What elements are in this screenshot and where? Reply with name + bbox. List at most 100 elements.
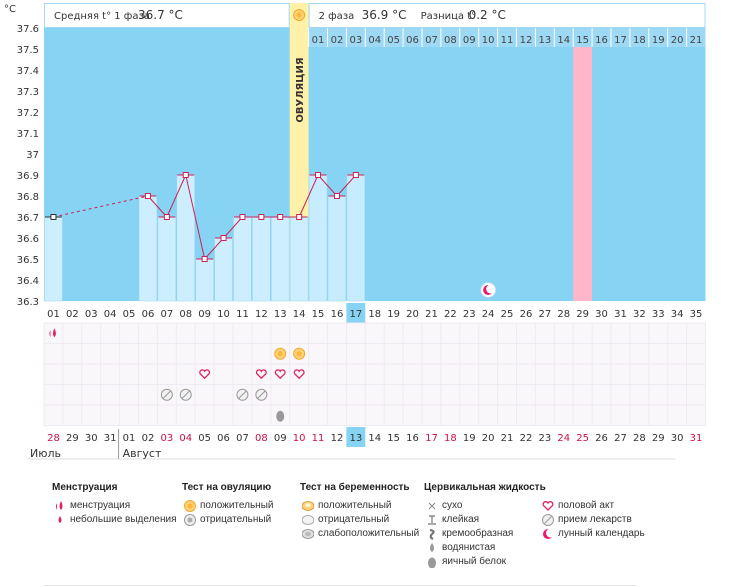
cycle-day-label: 30 <box>595 309 608 320</box>
legend-item-label: клейкая <box>442 514 480 525</box>
date-label: 21 <box>501 433 514 444</box>
legend-group: Цервикальная жидкость сухо клейкая кремообр… <box>424 482 546 569</box>
date-label: 25 <box>576 433 589 444</box>
temperature-line-segment <box>223 216 243 239</box>
cycle-day-label: 09 <box>198 309 211 320</box>
predicted-column <box>573 28 593 301</box>
cycle-day-label: 22 <box>444 309 457 320</box>
legend-item: половой акт <box>540 499 645 513</box>
phase2-day-label: 03 <box>349 35 362 46</box>
phase1-value: 36.7 °C <box>138 8 183 22</box>
temperature-line-segment <box>185 174 206 260</box>
cycle-day-label: 18 <box>368 309 381 320</box>
phase1-header-box <box>44 3 290 28</box>
phase2-day-label: 14 <box>557 35 570 46</box>
cycle-day-label: 03 <box>85 309 98 320</box>
pregnancy-negative-icon <box>302 515 314 525</box>
spotting-icon <box>58 516 62 523</box>
cycle-day-label: 06 <box>142 309 155 320</box>
drop-icon <box>276 410 285 422</box>
date-label: 30 <box>671 433 684 444</box>
date-label: 20 <box>482 433 495 444</box>
cycle-day-label: 11 <box>236 309 249 320</box>
temperature-point <box>182 172 189 178</box>
pregnancy-positive-icon <box>302 500 314 512</box>
moon-icon <box>480 282 496 298</box>
phase2-day-label: 12 <box>520 35 533 46</box>
date-label: 22 <box>520 433 533 444</box>
diff-value: 0.2 °C <box>469 8 506 22</box>
legend-item-label: сухо <box>442 500 463 511</box>
phase2-value: 36.9 °C <box>362 8 407 22</box>
legend-item: слабоположительный <box>300 527 419 541</box>
phase2-day-label: 18 <box>633 35 646 46</box>
phase2-day-label: 17 <box>614 35 627 46</box>
phase2-day-label: 21 <box>690 35 703 46</box>
legend-item-label: положительный <box>200 500 274 511</box>
legend-item: прием лекарств <box>540 513 645 527</box>
y-tick-label: 37.2 <box>17 108 39 119</box>
date-label: 09 <box>274 433 287 444</box>
y-tick-label: 36.4 <box>17 276 39 287</box>
legend-item: положительный <box>300 499 419 513</box>
highlight-day-cell <box>346 303 366 323</box>
y-tick-label: 36.5 <box>17 255 39 266</box>
cycle-day-label: 35 <box>690 309 703 320</box>
legend-group: Менструация менструация небольшие выделени… <box>52 482 177 527</box>
phase2-day-label: 13 <box>538 35 551 46</box>
legend-group: Тест на беременность положительный отрицат… <box>300 482 419 541</box>
cycle-day-label: 02 <box>66 309 79 320</box>
temperature-point <box>50 214 57 220</box>
dry-icon <box>426 500 438 512</box>
eggwhite-icon <box>428 557 436 568</box>
legend-item-label: прием лекарств <box>558 514 632 525</box>
cycle-day-label: 34 <box>671 309 684 320</box>
legend-item: сухо <box>424 499 546 513</box>
cycle-day-label: 23 <box>463 309 476 320</box>
legend-item: отрицательный <box>300 513 419 527</box>
cycle-day-label: 04 <box>104 309 117 320</box>
phase2-day-label: 11 <box>501 35 514 46</box>
legend-group-title <box>540 482 645 493</box>
temperature-point <box>201 256 208 262</box>
pill-icon <box>179 388 192 401</box>
y-tick-label: 37.3 <box>17 87 39 98</box>
legend-item-label: отрицательный <box>318 514 390 525</box>
date-label: 27 <box>614 433 627 444</box>
y-tick-label: 36.7 <box>17 213 39 224</box>
legend-group-title: Тест на овуляцию <box>182 482 272 493</box>
legend-divider <box>44 585 636 586</box>
cycle-day-label: 26 <box>520 309 533 320</box>
phase2-day-label: 06 <box>406 35 419 46</box>
phase2-label: 2 фаза <box>319 11 355 22</box>
highlight-date-cell <box>346 427 366 447</box>
pregnancy-weak-icon <box>302 528 314 540</box>
ovulation-label: ОВУЛЯЦИЯ <box>295 57 306 122</box>
heart-icon <box>542 501 554 511</box>
temperature-bar <box>195 258 214 302</box>
legend-item-label: отрицательный <box>200 514 272 525</box>
date-label: 04 <box>179 433 192 444</box>
y-tick-label: 37.5 <box>17 45 39 56</box>
date-label: 19 <box>463 433 476 444</box>
y-unit-label: °C <box>4 4 16 15</box>
legend-item: положительный <box>182 499 273 513</box>
sticky-icon <box>428 515 436 525</box>
date-label: 11 <box>312 433 325 444</box>
temperature-point <box>220 235 227 241</box>
cycle-day-label: 33 <box>652 309 665 320</box>
date-label: 12 <box>331 433 344 444</box>
temperature-line-segment <box>147 195 168 218</box>
date-label: 30 <box>85 433 98 444</box>
legend-item-label: менструация <box>70 500 131 511</box>
temperature-line-segment <box>204 237 224 260</box>
legend-item-label: слабоположительный <box>318 528 420 539</box>
date-label: 14 <box>368 433 381 444</box>
cycle-day-label: 20 <box>406 309 419 320</box>
cycle-day-label: 05 <box>123 309 136 320</box>
legend-item-label: положительный <box>318 500 392 511</box>
menstruation-icon <box>54 500 66 512</box>
ovulation-negative-icon <box>184 514 196 526</box>
legend-item: кремообразная <box>424 527 546 541</box>
y-tick-label: 37.1 <box>17 129 39 140</box>
